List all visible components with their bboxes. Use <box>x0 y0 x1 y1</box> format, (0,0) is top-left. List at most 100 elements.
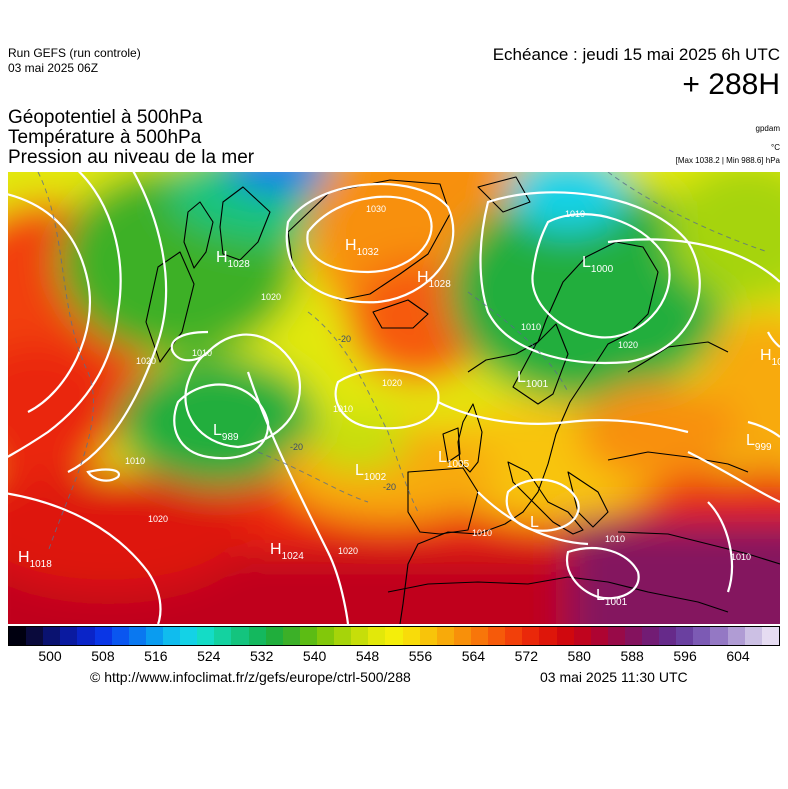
colorbar-tick-label: 548 <box>355 648 380 664</box>
colorbar-swatch <box>43 627 61 645</box>
isobar-value-labels: 1030 1010 1020 1010 1020 1020 1010 1010 1020 1010… <box>125 204 751 562</box>
isobar-label: 1010 <box>521 322 541 332</box>
colorbar-swatch <box>111 627 129 645</box>
colorbar-tick-label: 556 <box>408 648 433 664</box>
colorbar-tick-label: 604 <box>726 648 750 664</box>
isobar-label: 1010 <box>192 348 212 358</box>
isobar-label: 1010 <box>565 209 585 219</box>
colorbar-swatch <box>334 627 352 645</box>
pressure-center-high: H1028 <box>417 269 451 290</box>
pressure-center-high: H1032 <box>345 237 379 258</box>
forecast-valid-time: Echéance : jeudi 15 mai 2025 6h UTC <box>492 45 780 64</box>
pressure-center-low: L1005 <box>438 449 470 470</box>
colorbar-swatch <box>402 627 420 645</box>
copyright-source-url[interactable]: © http://www.infoclimat.fr/z/gefs/europe… <box>90 669 411 685</box>
colorbar-swatch <box>693 627 711 645</box>
colorbar-tick-label: 540 <box>302 648 327 664</box>
isobar-label: 1020 <box>382 378 402 388</box>
title-temperature: Température à 500hPa <box>8 127 202 148</box>
unit-pressure-range: [Max 1038.2 | Min 988.6] hPa <box>675 156 780 165</box>
temperature-isotherms <box>37 172 769 553</box>
geopotential-field <box>8 172 780 624</box>
isobar-label: 1020 <box>618 340 638 350</box>
pressure-center-high: H10 <box>760 347 780 368</box>
colorbar-swatch <box>385 627 403 645</box>
colorbar-swatch <box>9 627 27 645</box>
colorbar-swatch <box>197 627 215 645</box>
colorbar-swatch <box>60 627 78 645</box>
colorbar-swatch <box>727 627 745 645</box>
colorbar-swatch <box>659 627 677 645</box>
colorbar-swatch <box>710 627 728 645</box>
colorbar-swatch <box>26 627 44 645</box>
pressure-center-low: L1001 <box>596 587 628 608</box>
colorbar-tick-label: 596 <box>673 648 697 664</box>
isobar-label: 1020 <box>136 356 156 366</box>
pressure-center-high: H1024 <box>270 541 304 562</box>
colorbar-swatch <box>299 627 317 645</box>
isobar-label: 1010 <box>731 552 751 562</box>
forecast-horizon: + 288H <box>682 68 780 101</box>
pressure-center-low: L989 <box>213 422 239 443</box>
weather-map: H1032 H1028 H1028 L1000 L989 L1002 L1005 L1001 L… <box>8 172 780 624</box>
isobar-label: 1030 <box>366 204 386 214</box>
isobars <box>8 172 780 624</box>
run-date: 03 mai 2025 06Z <box>8 61 99 75</box>
isotherm-value-labels: -20 -20 -20 <box>290 334 396 492</box>
colorbar-swatch <box>368 627 386 645</box>
isobar-label: 1010 <box>125 456 145 466</box>
isotherm-label: -20 <box>338 334 351 344</box>
colorbar-ticks: 500 508 516 524 532 540 548 556 564 572 580 588 596 6… <box>8 648 780 666</box>
colorbar-swatch <box>676 627 694 645</box>
colorbar-tick-label: 580 <box>567 648 591 664</box>
title-pressure: Pression au niveau de la mer <box>8 147 255 168</box>
colorbar-swatch <box>419 627 437 645</box>
colorbar-swatch <box>453 627 471 645</box>
colorbar-swatch <box>214 627 232 645</box>
pressure-center-low: L1000 <box>582 254 614 275</box>
unit-geopotential: gpdam <box>755 124 780 133</box>
pressure-center-low: L1001 <box>517 369 549 390</box>
isobar-label: 1020 <box>148 514 168 524</box>
colorbar-swatch <box>94 627 112 645</box>
colorbar-swatch <box>316 627 335 645</box>
colorbar-tick-label: 564 <box>461 648 486 664</box>
colorbar-swatch <box>607 627 625 645</box>
colorbar-swatch <box>265 627 283 645</box>
colorbar-swatch <box>282 627 300 645</box>
colorbar-swatch <box>145 627 163 645</box>
pressure-center-high: H1028 <box>216 249 250 270</box>
colorbar-swatch <box>744 627 762 645</box>
pressure-center-high: H1018 <box>18 549 52 570</box>
colorbar-swatch <box>231 627 249 645</box>
colorbar-tick-label: 524 <box>197 648 221 664</box>
colorbar-swatch <box>505 627 523 645</box>
colorbar-swatch <box>180 627 198 645</box>
pressure-center-low: L <box>530 514 539 531</box>
colorbar-swatch <box>248 627 266 645</box>
colorbar-swatch <box>624 627 643 645</box>
isobar-label: 1020 <box>261 292 281 302</box>
unit-temperature: °C <box>771 143 780 152</box>
isobar-label: 1020 <box>338 546 358 556</box>
generation-time: 03 mai 2025 11:30 UTC <box>540 669 688 685</box>
run-name: Run GEFS (run controle) <box>8 46 141 60</box>
colorbar-tick-label: 516 <box>144 648 168 664</box>
title-geopotential: Géopotentiel à 500hPa <box>8 107 203 128</box>
isobar-label: 1010 <box>605 534 625 544</box>
pressure-center-labels: H1032 H1028 H1028 L1000 L989 L1002 L1005 L1001 L… <box>18 237 780 608</box>
isobar-label: 1010 <box>333 404 353 414</box>
colorbar-swatch <box>436 627 454 645</box>
colorbar <box>8 626 780 646</box>
colorbar-tick-label: 588 <box>620 648 644 664</box>
colorbar-swatch <box>642 627 660 645</box>
colorbar-tick-label: 500 <box>38 648 62 664</box>
colorbar-swatch <box>77 627 95 645</box>
colorbar-swatch <box>761 627 779 645</box>
colorbar-swatch <box>351 627 369 645</box>
colorbar-swatch <box>539 627 557 645</box>
isotherm-label: -20 <box>383 482 396 492</box>
colorbar-swatch <box>162 627 181 645</box>
colorbar-tick-label: 532 <box>250 648 274 664</box>
isobar-label: 1010 <box>472 528 492 538</box>
